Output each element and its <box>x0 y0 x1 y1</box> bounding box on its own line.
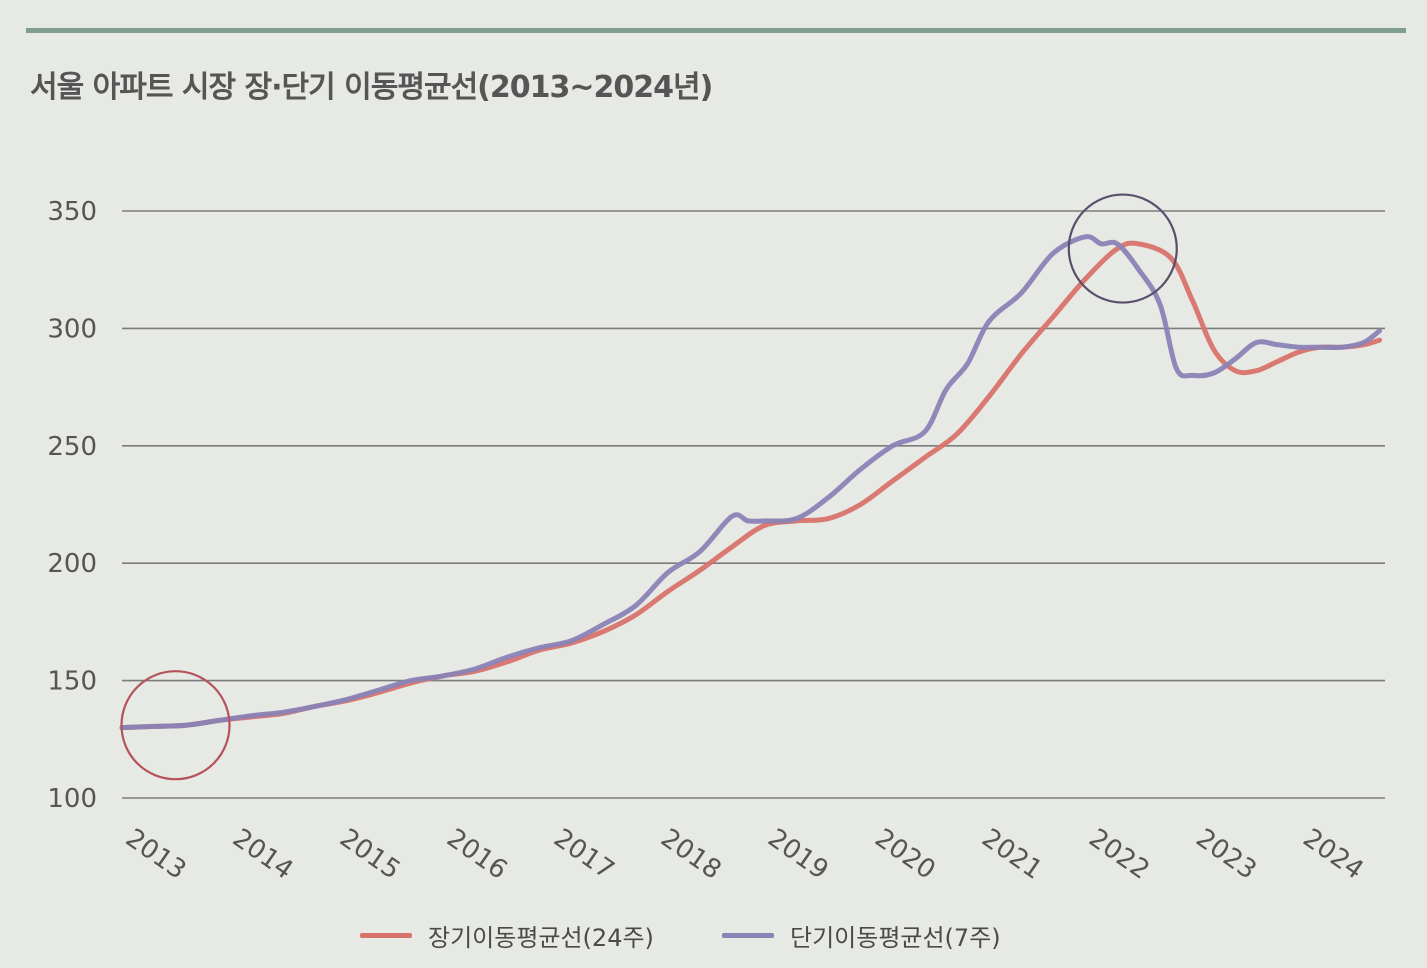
y-tick-label: 250 <box>47 432 97 462</box>
y-tick-label: 300 <box>47 314 97 344</box>
x-tick-label: 2016 <box>441 823 512 886</box>
legend-item-long: 장기이동평균선(24주) <box>360 918 654 953</box>
series-layer <box>119 234 1383 731</box>
legend: 장기이동평균선(24주) 단기이동평균선(7주) <box>0 918 1427 958</box>
annotation-circle-0 <box>120 670 231 781</box>
legend-item-short: 단기이동평균선(7주) <box>722 918 1001 953</box>
series-line-1 <box>119 234 1383 731</box>
y-axis-tick-labels: 100 150 200 250 300 350 <box>47 197 97 814</box>
y-tick-label: 100 <box>47 784 97 814</box>
series-line-0 <box>119 240 1383 731</box>
x-tick-label: 2019 <box>762 823 833 886</box>
x-tick-label: 2021 <box>976 823 1047 886</box>
x-tick-label: 2014 <box>227 823 298 886</box>
x-tick-label: 2022 <box>1083 823 1154 886</box>
x-tick-label: 2020 <box>869 823 940 886</box>
y-tick-label: 150 <box>47 667 97 697</box>
x-tick-label: 2015 <box>334 823 405 886</box>
x-tick-label: 2013 <box>120 823 191 886</box>
y-tick-label: 350 <box>47 197 97 227</box>
x-tick-label: 2018 <box>655 823 726 886</box>
x-tick-label: 2017 <box>548 823 619 886</box>
chart-title: 서울 아파트 시장 장·단기 이동평균선(2013~2024년) <box>30 70 713 105</box>
grid-layer <box>122 210 1385 799</box>
x-tick-label: 2024 <box>1297 823 1368 886</box>
legend-swatch-long <box>360 933 412 938</box>
x-tick-label: 2023 <box>1190 823 1261 886</box>
x-axis-tick-labels: 2013 2014 2015 2016 2017 2018 2019 2020 2021 2022… <box>120 823 1369 886</box>
top-rule <box>26 28 1406 33</box>
legend-swatch-short <box>722 933 774 938</box>
y-tick-label: 200 <box>47 549 97 579</box>
legend-label-short: 단기이동평균선(7주) <box>790 924 1001 952</box>
legend-label-long: 장기이동평균선(24주) <box>428 924 654 952</box>
annotation-layer <box>120 193 1178 781</box>
annotation-circle-1 <box>1067 193 1178 304</box>
